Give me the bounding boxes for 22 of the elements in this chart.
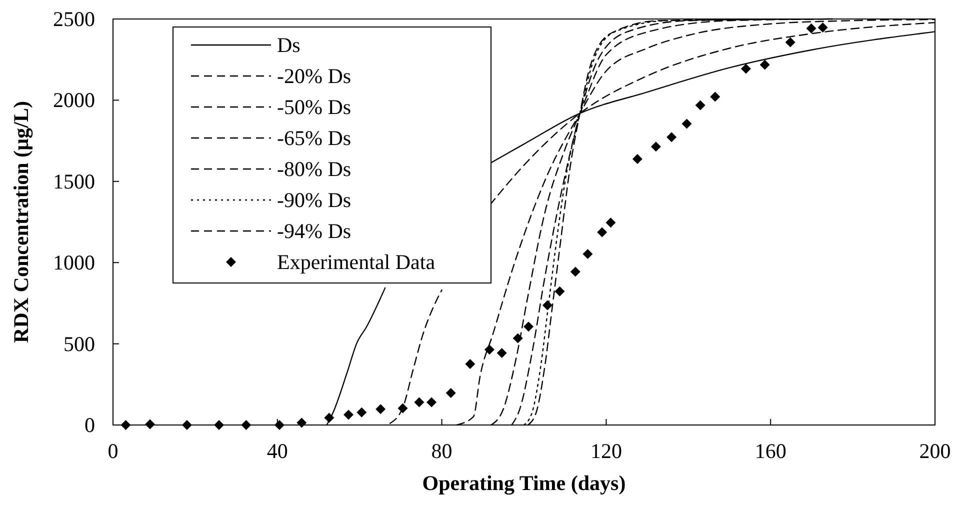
y-tick-label: 2500 [53,7,95,31]
y-tick-label: 0 [84,413,95,437]
legend-label: -90% Ds [277,188,352,212]
y-tick-label: 2000 [53,88,95,112]
legend-label: Experimental Data [277,250,436,274]
x-tick-label: 120 [590,439,622,463]
y-tick-label: 1500 [53,169,95,194]
legend-label: Ds [277,33,300,57]
legend-label: -94% Ds [277,219,352,243]
y-axis-title: RDX Concentration (µg/L) [9,101,33,343]
y-tick-label: 500 [64,332,95,356]
x-tick-label: 200 [919,439,951,463]
legend-label: -65% Ds [277,126,352,150]
legend-label: -80% Ds [277,157,352,181]
x-tick-label: 80 [431,439,452,463]
x-tick-label: 0 [108,439,118,463]
x-tick-label: 160 [754,439,786,463]
x-axis-title: Operating Time (days) [422,471,626,495]
legend-label: -20% Ds [277,64,352,88]
y-tick-label: 1000 [53,250,95,275]
x-tick-label: 40 [266,439,288,463]
legend-label: -50% Ds [277,95,352,119]
